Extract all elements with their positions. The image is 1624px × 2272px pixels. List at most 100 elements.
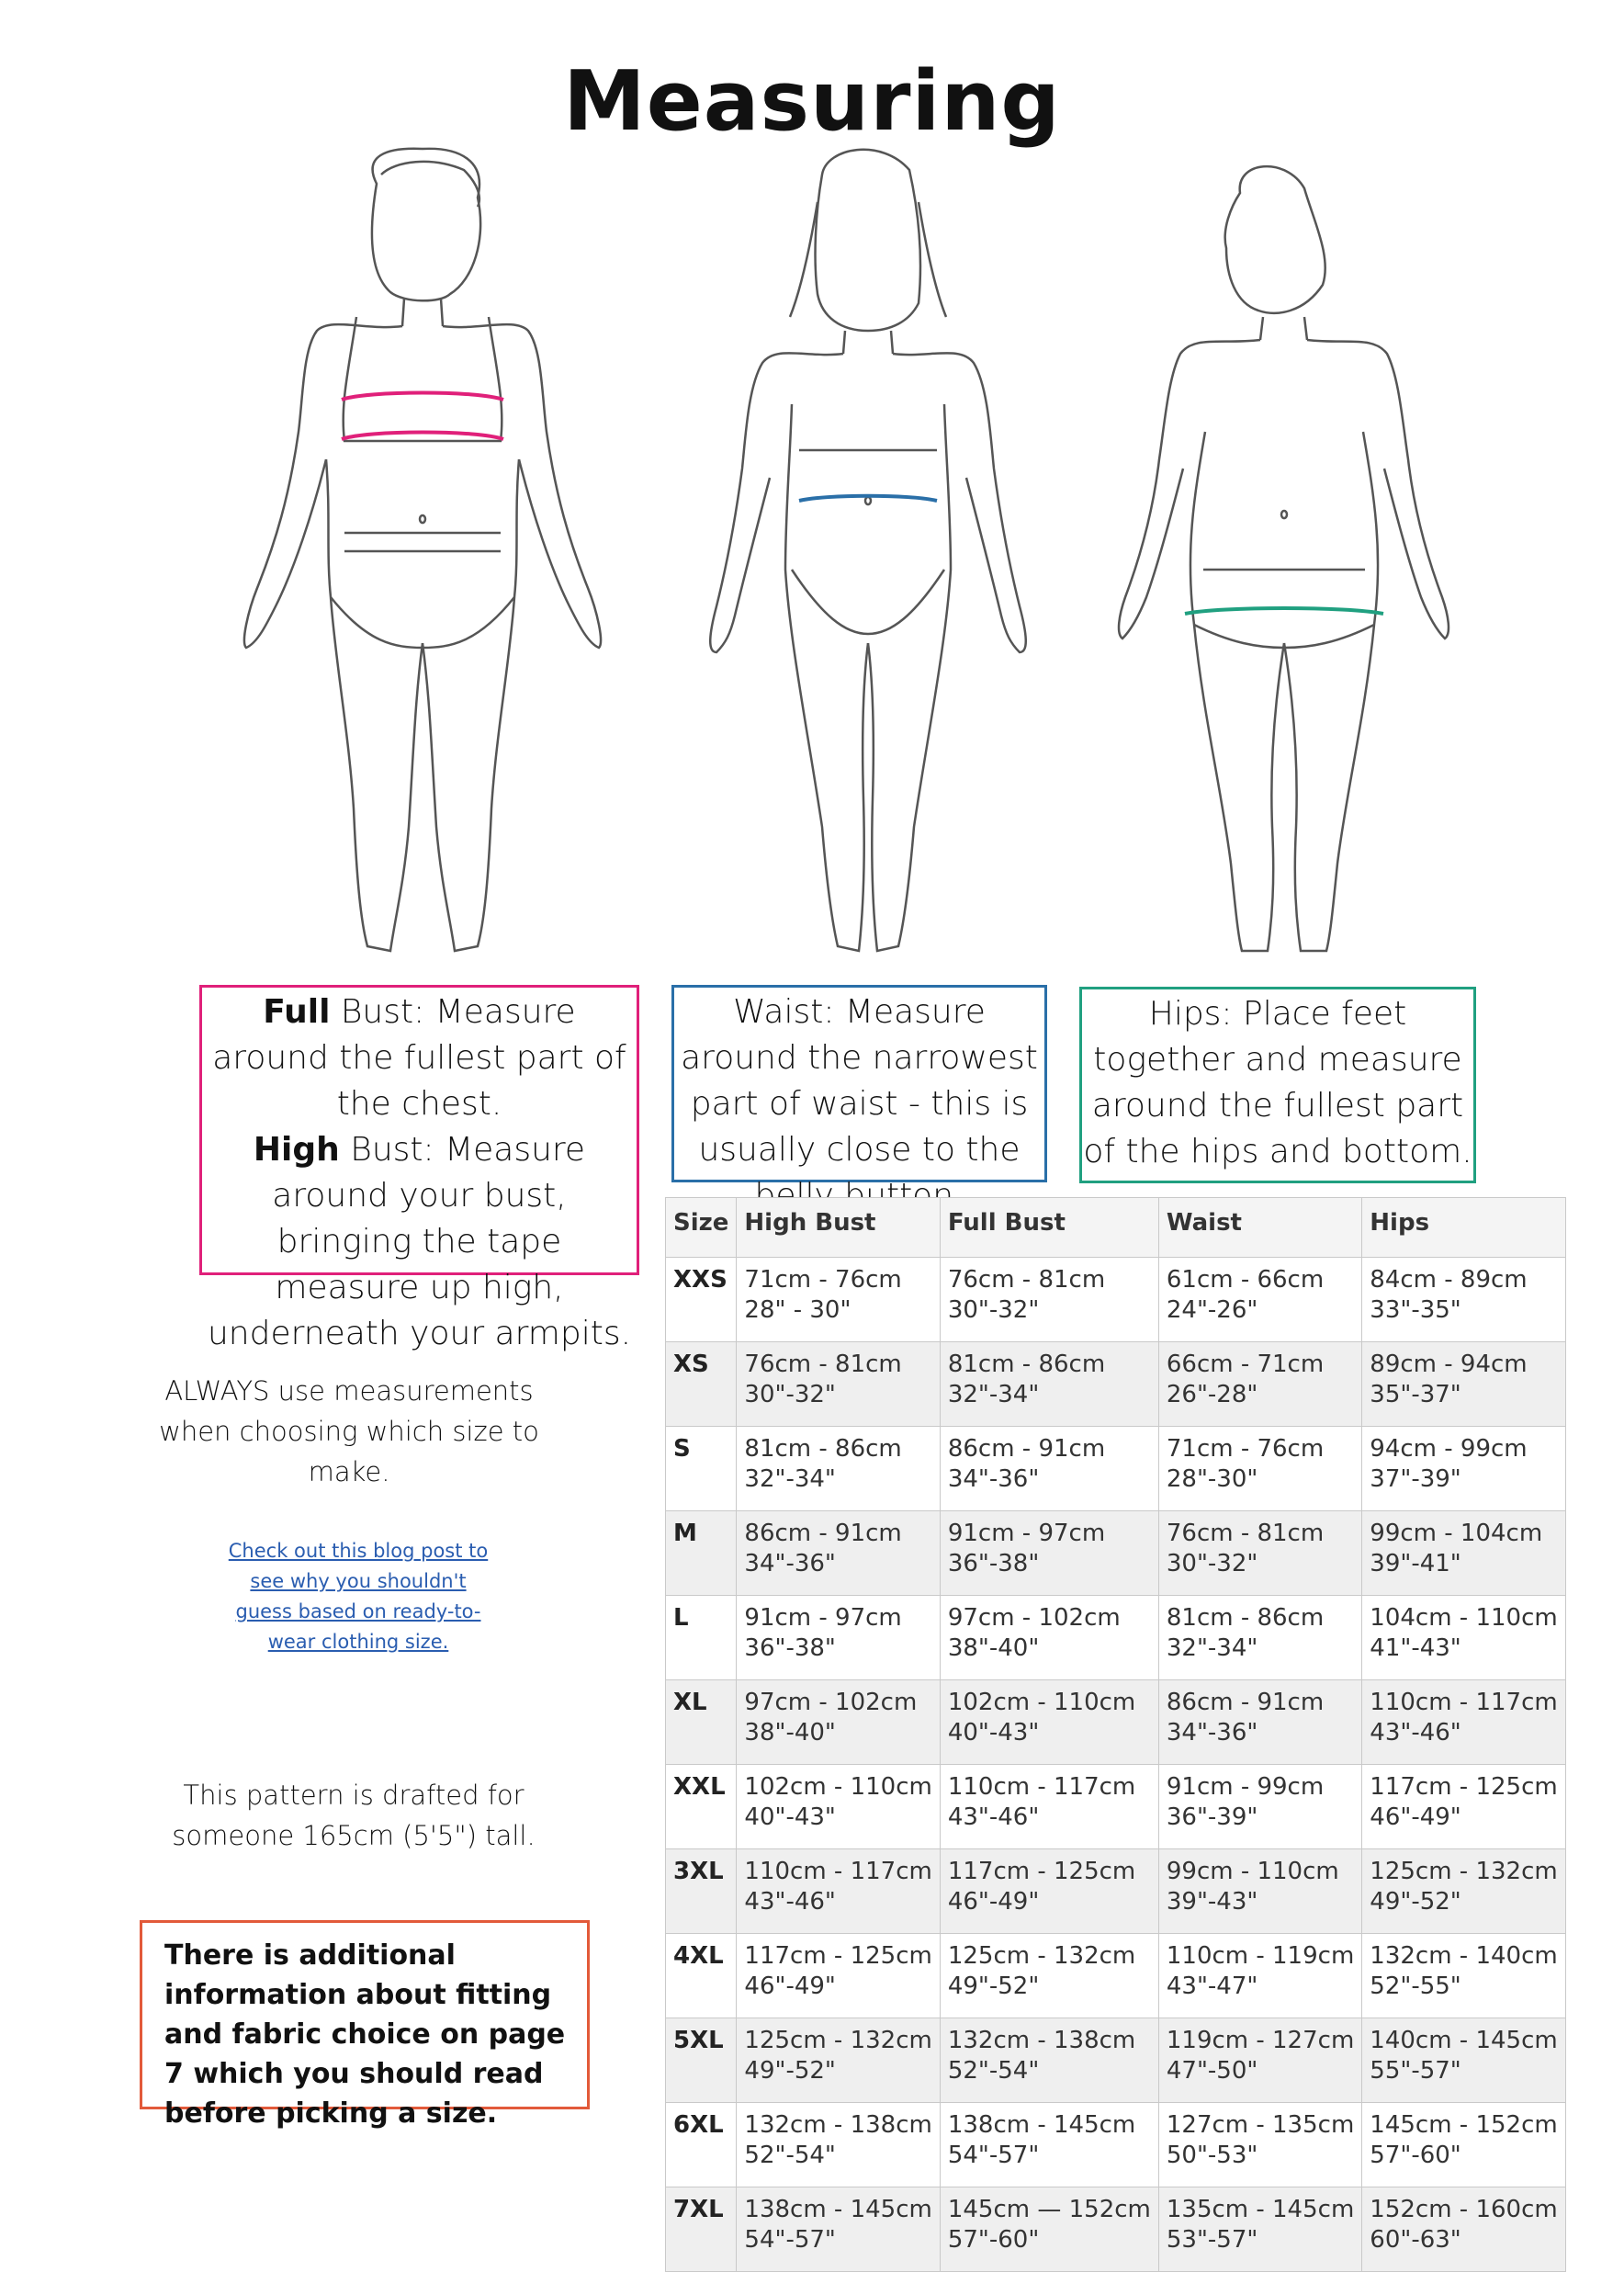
size-cell: XXS	[664, 1257, 738, 1342]
full-bust-text: Bust: Measure around the fullest part of…	[212, 993, 626, 1123]
cm-range: 138cm - 145cm	[947, 2111, 1136, 2139]
measurement-cell: 119cm - 127cm 47"-50"	[1157, 2018, 1363, 2103]
measurement-cell: 117cm - 125cm 46"-49"	[736, 1933, 941, 2018]
cm-range: 125cm - 132cm	[744, 2027, 932, 2054]
measurement-cell: 86cm - 91cm 34"-36"	[1157, 1679, 1363, 1765]
cm-range: 135cm - 145cm	[1166, 2196, 1355, 2223]
inch-range: 34"-36"	[744, 1550, 836, 1577]
figure-hips	[1117, 165, 1450, 953]
cm-range: 117cm - 125cm	[1370, 1773, 1558, 1801]
inch-range: 55"-57"	[1370, 2057, 1461, 2085]
measurement-cell: 138cm - 145cm 54"-57"	[736, 2187, 941, 2272]
table-row: M 86cm - 91cm 34"-36" 91cm - 97cm 36"-38" 76c…	[664, 1510, 1566, 1596]
inch-range: 57"-60"	[947, 2226, 1040, 2254]
cm-range: 127cm - 135cm	[1166, 2111, 1355, 2139]
inch-range: 30"-32"	[1166, 1550, 1258, 1577]
measurement-cell: 66cm - 71cm 26"-28"	[1157, 1341, 1363, 1427]
measurement-cell: 127cm - 135cm 50"-53"	[1157, 2102, 1363, 2187]
cm-range: 86cm - 91cm	[744, 1520, 902, 1547]
inch-range: 34"-36"	[947, 1465, 1040, 1493]
measurement-cell: 152cm - 160cm 60"-63"	[1361, 2187, 1566, 2272]
measurement-cell: 81cm - 86cm 32"-34"	[939, 1341, 1159, 1427]
inch-range: 38"-40"	[744, 1719, 836, 1746]
table-row: XS 76cm - 81cm 30"-32" 81cm - 86cm 32"-34" 66…	[664, 1341, 1566, 1427]
measurement-cell: 125cm - 132cm 49"-52"	[1361, 1848, 1566, 1934]
measurement-cell: 71cm - 76cm 28" - 30"	[736, 1257, 941, 1342]
header-full-bust: Full Bust	[939, 1197, 1159, 1258]
inch-range: 37"-39"	[1370, 1465, 1461, 1493]
cm-range: 132cm - 138cm	[744, 2111, 932, 2139]
header-high-bust: High Bust	[736, 1197, 941, 1258]
table-row: S 81cm - 86cm 32"-34" 86cm - 91cm 34"-36" 71c…	[664, 1426, 1566, 1511]
cm-range: 66cm - 71cm	[1166, 1351, 1325, 1378]
body-figures-illustration	[242, 147, 1450, 953]
inch-range: 49"-52"	[744, 2057, 836, 2085]
inch-range: 52"-54"	[744, 2142, 836, 2169]
full-bust-line	[341, 390, 504, 401]
measurement-cell: 91cm - 97cm 36"-38"	[939, 1510, 1159, 1596]
measurement-cell: 81cm - 86cm 32"-34"	[736, 1426, 941, 1511]
measurement-cell: 110cm - 119cm 43"-47"	[1157, 1933, 1363, 2018]
measurement-cell: 94cm - 99cm 37"-39"	[1361, 1426, 1566, 1511]
size-cell: XS	[664, 1341, 738, 1427]
inch-range: 26"-28"	[1166, 1381, 1258, 1408]
cm-range: 102cm - 110cm	[744, 1773, 932, 1801]
cm-range: 110cm - 119cm	[1166, 1942, 1355, 1970]
high-bust-line	[341, 430, 504, 441]
cm-range: 81cm - 86cm	[744, 1435, 902, 1463]
measurement-cell: 99cm - 110cm 39"-43"	[1157, 1848, 1363, 1934]
blog-post-link[interactable]: Check out this blog post to see why you …	[228, 1540, 489, 1653]
measurement-cell: 81cm - 86cm 32"-34"	[1157, 1595, 1363, 1680]
measurement-cell: 76cm - 81cm 30"-32"	[939, 1257, 1159, 1342]
measurement-cell: 99cm - 104cm 39"-41"	[1361, 1510, 1566, 1596]
cm-range: 117cm - 125cm	[744, 1942, 932, 1970]
size-cell: 6XL	[664, 2102, 738, 2187]
cm-range: 145cm — 152cm	[947, 2196, 1151, 2223]
inch-range: 28" - 30"	[744, 1296, 851, 1324]
measurement-cell: 104cm - 110cm 41"-43"	[1361, 1595, 1566, 1680]
cm-range: 81cm - 86cm	[1166, 1604, 1325, 1632]
table-header-row: Size High Bust Full Bust Waist Hips	[664, 1197, 1566, 1258]
hips-line	[1184, 606, 1384, 616]
size-cell: L	[664, 1595, 738, 1680]
inch-range: 40"-43"	[744, 1803, 836, 1831]
inch-range: 57"-60"	[1370, 2142, 1461, 2169]
measurement-cell: 110cm - 117cm 43"-46"	[736, 1848, 941, 1934]
inch-range: 34"-36"	[1166, 1719, 1258, 1746]
inch-range: 36"-38"	[744, 1634, 836, 1662]
table-row: XL 97cm - 102cm 38"-40" 102cm - 110cm 40"-43…	[664, 1679, 1566, 1765]
table-row: XXL 102cm - 110cm 40"-43" 110cm - 117cm 43"-…	[664, 1764, 1566, 1849]
cm-range: 99cm - 104cm	[1370, 1520, 1543, 1547]
measurement-cell: 145cm - 152cm 57"-60"	[1361, 2102, 1566, 2187]
cm-range: 145cm - 152cm	[1370, 2111, 1558, 2139]
high-bust-text: Bust: Measure around your bust, bringing…	[207, 1131, 632, 1352]
cm-range: 84cm - 89cm	[1370, 1266, 1528, 1294]
inch-range: 49"-52"	[1370, 1888, 1461, 1916]
waist-line	[798, 493, 938, 503]
measurement-cell: 91cm - 97cm 36"-38"	[736, 1595, 941, 1680]
measurement-cell: 125cm - 132cm 49"-52"	[736, 2018, 941, 2103]
cm-range: 99cm - 110cm	[1166, 1858, 1339, 1885]
inch-range: 32"-34"	[744, 1465, 836, 1493]
size-cell: S	[664, 1426, 738, 1511]
size-cell: 5XL	[664, 2018, 738, 2103]
cm-range: 76cm - 81cm	[947, 1266, 1106, 1294]
full-bust-instructions: Full Bust: Measure around the fullest pa…	[199, 985, 639, 1352]
inch-range: 43"-46"	[947, 1803, 1040, 1831]
cm-range: 152cm - 160cm	[1370, 2196, 1558, 2223]
size-cell: 3XL	[664, 1848, 738, 1934]
cm-range: 125cm - 132cm	[1370, 1858, 1558, 1885]
inch-range: 30"-32"	[744, 1381, 836, 1408]
header-hips: Hips	[1361, 1197, 1566, 1258]
inch-range: 50"-53"	[1166, 2142, 1258, 2169]
inch-range: 35"-37"	[1370, 1381, 1461, 1408]
measurement-cell: 97cm - 102cm 38"-40"	[939, 1595, 1159, 1680]
inch-range: 53"-57"	[1166, 2226, 1258, 2254]
cm-range: 104cm - 110cm	[1370, 1604, 1558, 1632]
cm-range: 140cm - 145cm	[1370, 2027, 1558, 2054]
measurement-cell: 145cm — 152cm 57"-60"	[939, 2187, 1159, 2272]
table-body: XXS 71cm - 76cm 28" - 30" 76cm - 81cm 30"-32…	[664, 1257, 1566, 2272]
inch-range: 36"-39"	[1166, 1803, 1258, 1831]
table-row: L 91cm - 97cm 36"-38" 97cm - 102cm 38"-40" 81…	[664, 1595, 1566, 1680]
measurement-cell: 76cm - 81cm 30"-32"	[1157, 1510, 1363, 1596]
